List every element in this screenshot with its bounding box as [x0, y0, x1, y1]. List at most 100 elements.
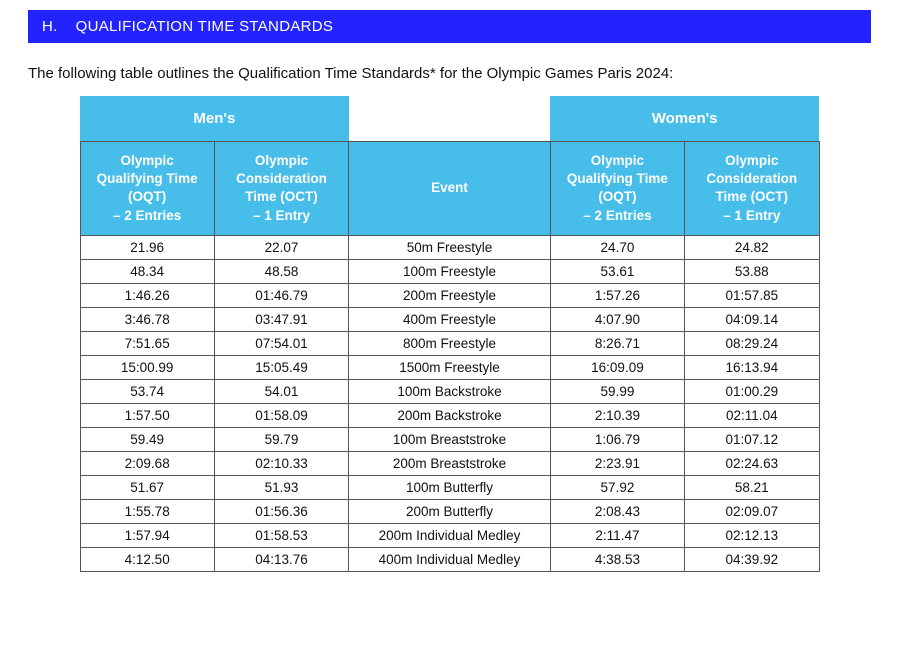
cell-women_oqt: 2:23.91 — [550, 451, 684, 475]
cell-women_oqt: 57.92 — [550, 475, 684, 499]
table-row: 1:46.2601:46.79200m Freestyle1:57.2601:5… — [80, 283, 819, 307]
cell-event: 200m Butterfly — [349, 499, 551, 523]
womens-oqt-header: OlympicQualifying Time(OQT)– 2 Entries — [550, 142, 684, 236]
cell-men_oct: 51.93 — [214, 475, 348, 499]
table-row: 53.7454.01100m Backstroke59.9901:00.29 — [80, 379, 819, 403]
cell-men_oct: 04:13.76 — [214, 547, 348, 571]
cell-men_oct: 01:46.79 — [214, 283, 348, 307]
cell-women_oqt: 1:57.26 — [550, 283, 684, 307]
cell-women_oqt: 8:26.71 — [550, 331, 684, 355]
cell-women_oct: 01:00.29 — [685, 379, 819, 403]
mens-oct-header: OlympicConsiderationTime (OCT)– 1 Entry — [214, 142, 348, 236]
table-row: 4:12.5004:13.76400m Individual Medley4:3… — [80, 547, 819, 571]
table-row: 2:09.6802:10.33200m Breaststroke2:23.910… — [80, 451, 819, 475]
cell-women_oct: 01:57.85 — [685, 283, 819, 307]
table-row: 3:46.7803:47.91400m Freestyle4:07.9004:0… — [80, 307, 819, 331]
table-row: 51.6751.93100m Butterfly57.9258.21 — [80, 475, 819, 499]
cell-men_oqt: 1:57.50 — [80, 403, 214, 427]
cell-event: 200m Backstroke — [349, 403, 551, 427]
cell-women_oqt: 2:11.47 — [550, 523, 684, 547]
table-row: 21.9622.0750m Freestyle24.7024.82 — [80, 235, 819, 259]
blank-header — [349, 96, 551, 142]
section-header: H. QUALIFICATION TIME STANDARDS — [28, 10, 871, 43]
cell-women_oqt: 1:06.79 — [550, 427, 684, 451]
table-row: 48.3448.58100m Freestyle53.6153.88 — [80, 259, 819, 283]
table-row: 1:57.9401:58.53200m Individual Medley2:1… — [80, 523, 819, 547]
cell-men_oqt: 7:51.65 — [80, 331, 214, 355]
table-row: 15:00.9915:05.491500m Freestyle16:09.091… — [80, 355, 819, 379]
cell-women_oct: 04:09.14 — [685, 307, 819, 331]
cell-men_oqt: 15:00.99 — [80, 355, 214, 379]
cell-women_oct: 16:13.94 — [685, 355, 819, 379]
cell-men_oct: 01:58.53 — [214, 523, 348, 547]
cell-men_oqt: 21.96 — [80, 235, 214, 259]
section-title: QUALIFICATION TIME STANDARDS — [76, 18, 334, 35]
cell-men_oct: 01:56.36 — [214, 499, 348, 523]
cell-women_oqt: 53.61 — [550, 259, 684, 283]
cell-men_oct: 07:54.01 — [214, 331, 348, 355]
cell-event: 1500m Freestyle — [349, 355, 551, 379]
cell-women_oqt: 4:07.90 — [550, 307, 684, 331]
table-row: 7:51.6507:54.01800m Freestyle8:26.7108:2… — [80, 331, 819, 355]
cell-men_oqt: 4:12.50 — [80, 547, 214, 571]
intro-text: The following table outlines the Qualifi… — [28, 65, 871, 82]
cell-women_oct: 04:39.92 — [685, 547, 819, 571]
cell-event: 50m Freestyle — [349, 235, 551, 259]
cell-event: 200m Freestyle — [349, 283, 551, 307]
cell-event: 100m Breaststroke — [349, 427, 551, 451]
cell-women_oqt: 24.70 — [550, 235, 684, 259]
cell-event: 400m Freestyle — [349, 307, 551, 331]
cell-event: 200m Breaststroke — [349, 451, 551, 475]
table-header-sub-row: OlympicQualifying Time(OQT)– 2 Entries O… — [80, 142, 819, 236]
cell-women_oct: 01:07.12 — [685, 427, 819, 451]
cell-event: 100m Backstroke — [349, 379, 551, 403]
cell-men_oct: 54.01 — [214, 379, 348, 403]
table-row: 59.4959.79100m Breaststroke1:06.7901:07.… — [80, 427, 819, 451]
cell-women_oct: 58.21 — [685, 475, 819, 499]
cell-women_oqt: 59.99 — [550, 379, 684, 403]
cell-women_oct: 24.82 — [685, 235, 819, 259]
cell-men_oct: 03:47.91 — [214, 307, 348, 331]
cell-event: 800m Freestyle — [349, 331, 551, 355]
cell-event: 100m Butterfly — [349, 475, 551, 499]
cell-men_oqt: 1:55.78 — [80, 499, 214, 523]
cell-men_oqt: 2:09.68 — [80, 451, 214, 475]
cell-men_oqt: 3:46.78 — [80, 307, 214, 331]
mens-header: Men's — [80, 96, 349, 142]
cell-men_oqt: 53.74 — [80, 379, 214, 403]
table-row: 1:57.5001:58.09200m Backstroke2:10.3902:… — [80, 403, 819, 427]
cell-men_oct: 15:05.49 — [214, 355, 348, 379]
cell-women_oct: 02:11.04 — [685, 403, 819, 427]
cell-men_oqt: 51.67 — [80, 475, 214, 499]
cell-men_oct: 02:10.33 — [214, 451, 348, 475]
table-header-group-row: Men's Women's — [80, 96, 819, 142]
section-letter: H. — [42, 18, 58, 35]
cell-men_oqt: 48.34 — [80, 259, 214, 283]
event-header: Event — [349, 142, 551, 236]
qualification-times-tbody: 21.9622.0750m Freestyle24.7024.8248.3448… — [80, 235, 819, 571]
cell-men_oqt: 59.49 — [80, 427, 214, 451]
cell-women_oqt: 2:08.43 — [550, 499, 684, 523]
womens-header: Women's — [550, 96, 819, 142]
cell-men_oct: 01:58.09 — [214, 403, 348, 427]
cell-women_oct: 08:29.24 — [685, 331, 819, 355]
cell-men_oqt: 1:46.26 — [80, 283, 214, 307]
cell-event: 200m Individual Medley — [349, 523, 551, 547]
cell-men_oct: 59.79 — [214, 427, 348, 451]
cell-men_oqt: 1:57.94 — [80, 523, 214, 547]
mens-oqt-header: OlympicQualifying Time(OQT)– 2 Entries — [80, 142, 214, 236]
cell-women_oqt: 4:38.53 — [550, 547, 684, 571]
cell-women_oqt: 2:10.39 — [550, 403, 684, 427]
cell-women_oct: 53.88 — [685, 259, 819, 283]
cell-men_oct: 22.07 — [214, 235, 348, 259]
cell-women_oct: 02:24.63 — [685, 451, 819, 475]
table-row: 1:55.7801:56.36200m Butterfly2:08.4302:0… — [80, 499, 819, 523]
cell-event: 400m Individual Medley — [349, 547, 551, 571]
qualification-times-table: Men's Women's OlympicQualifying Time(OQT… — [80, 96, 820, 572]
womens-oct-header: OlympicConsiderationTime (OCT)– 1 Entry — [685, 142, 819, 236]
cell-men_oct: 48.58 — [214, 259, 348, 283]
cell-event: 100m Freestyle — [349, 259, 551, 283]
cell-women_oqt: 16:09.09 — [550, 355, 684, 379]
cell-women_oct: 02:12.13 — [685, 523, 819, 547]
cell-women_oct: 02:09.07 — [685, 499, 819, 523]
